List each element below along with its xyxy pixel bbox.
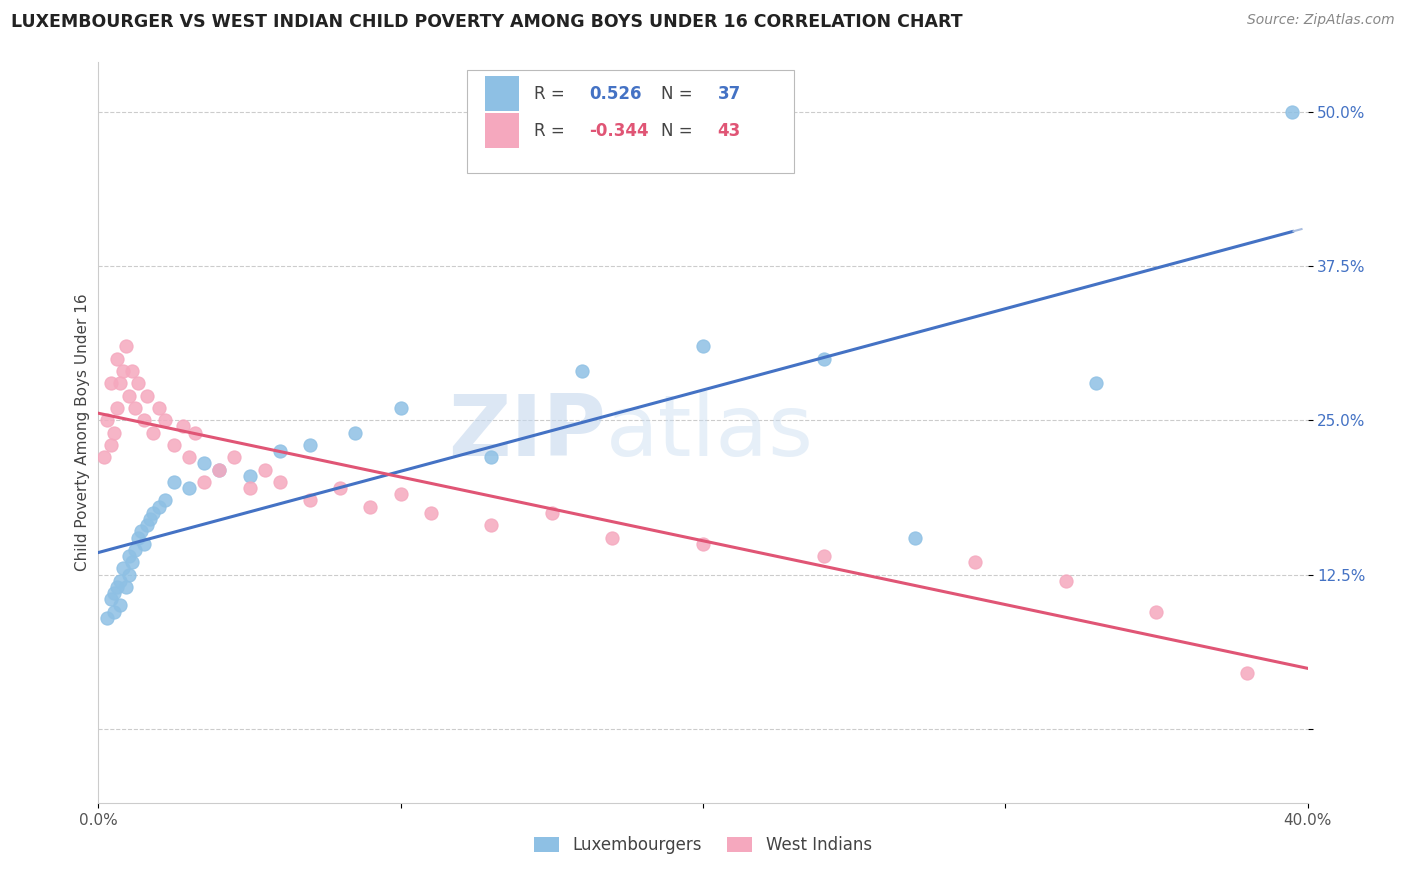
Point (118, 389, 141, 403)
Point (389, 401, 412, 415)
Point (142, 425, 165, 440)
Point (132, 413, 155, 427)
Point (1281, 104, 1303, 119)
Point (253, 462, 276, 476)
Point (389, 487, 412, 501)
Point (299, 493, 322, 508)
Point (813, 549, 835, 563)
Point (105, 580, 128, 594)
Point (93, 450, 115, 465)
Point (208, 462, 231, 476)
Point (114, 339, 136, 353)
Text: R =: R = (534, 85, 569, 103)
Point (540, 506, 562, 520)
Point (132, 536, 155, 550)
Point (105, 401, 128, 415)
Point (179, 481, 201, 495)
Point (481, 518, 503, 533)
Point (111, 364, 134, 378)
Point (172, 419, 194, 434)
Bar (485, 76, 519, 112)
Point (193, 457, 215, 471)
Point (692, 339, 714, 353)
Point (153, 413, 176, 427)
Text: N =: N = (661, 121, 697, 139)
Point (108, 599, 131, 613)
Point (121, 364, 143, 378)
Point (148, 500, 170, 514)
Text: LUXEMBOURGER VS WEST INDIAN CHILD POVERTY AMONG BOYS UNDER 16 CORRELATION CHART: LUXEMBOURGER VS WEST INDIAN CHILD POVERT… (11, 13, 963, 31)
Point (329, 481, 352, 495)
Point (163, 438, 186, 452)
Bar (485, 112, 519, 148)
Point (114, 580, 136, 594)
Legend: Luxembourgers, West Indians: Luxembourgers, West Indians (527, 830, 879, 861)
Point (571, 364, 593, 378)
Text: 0.526: 0.526 (589, 85, 641, 103)
Point (100, 438, 122, 452)
Point (420, 506, 443, 520)
Point (118, 549, 141, 563)
Point (208, 462, 231, 476)
Point (602, 531, 624, 545)
Point (142, 506, 165, 520)
Point (153, 493, 176, 508)
Point (179, 450, 201, 465)
Text: -0.344: -0.344 (589, 121, 650, 139)
Point (124, 401, 146, 415)
Point (103, 586, 125, 600)
Text: Source: ZipAtlas.com: Source: ZipAtlas.com (1247, 13, 1395, 28)
Point (239, 468, 262, 483)
Point (193, 475, 215, 489)
Point (481, 450, 503, 465)
Point (124, 542, 146, 557)
Point (239, 481, 262, 495)
Point (224, 450, 246, 465)
Point (360, 500, 382, 514)
Point (100, 376, 122, 391)
Point (135, 389, 157, 403)
Point (139, 512, 162, 526)
Point (103, 425, 125, 440)
Text: N =: N = (661, 85, 697, 103)
Point (127, 376, 149, 391)
Point (100, 592, 122, 607)
Point (108, 574, 131, 588)
Point (135, 518, 157, 533)
Point (129, 524, 152, 539)
Text: 43: 43 (717, 121, 741, 139)
Point (105, 351, 128, 366)
Point (121, 555, 143, 569)
Y-axis label: Child Poverty Among Boys Under 16: Child Poverty Among Boys Under 16 (75, 293, 90, 572)
Point (148, 401, 170, 415)
Point (692, 536, 714, 550)
Point (1236, 666, 1258, 681)
Point (96, 611, 118, 625)
Point (1085, 376, 1108, 391)
Point (163, 475, 186, 489)
Text: ZIP: ZIP (449, 391, 606, 475)
Point (269, 444, 291, 458)
Point (111, 561, 134, 575)
Point (96, 413, 118, 427)
Point (1144, 605, 1167, 619)
Point (1054, 574, 1077, 588)
Point (269, 475, 291, 489)
Text: R =: R = (534, 121, 569, 139)
Point (118, 567, 141, 582)
Point (344, 425, 367, 440)
Point (184, 425, 207, 440)
Point (108, 376, 131, 391)
Bar (467, 70, 793, 173)
Text: 37: 37 (717, 85, 741, 103)
Point (965, 555, 987, 569)
Point (127, 531, 149, 545)
Point (103, 605, 125, 619)
Point (904, 531, 927, 545)
Point (299, 438, 322, 452)
Text: atlas: atlas (606, 391, 814, 475)
Point (813, 351, 835, 366)
